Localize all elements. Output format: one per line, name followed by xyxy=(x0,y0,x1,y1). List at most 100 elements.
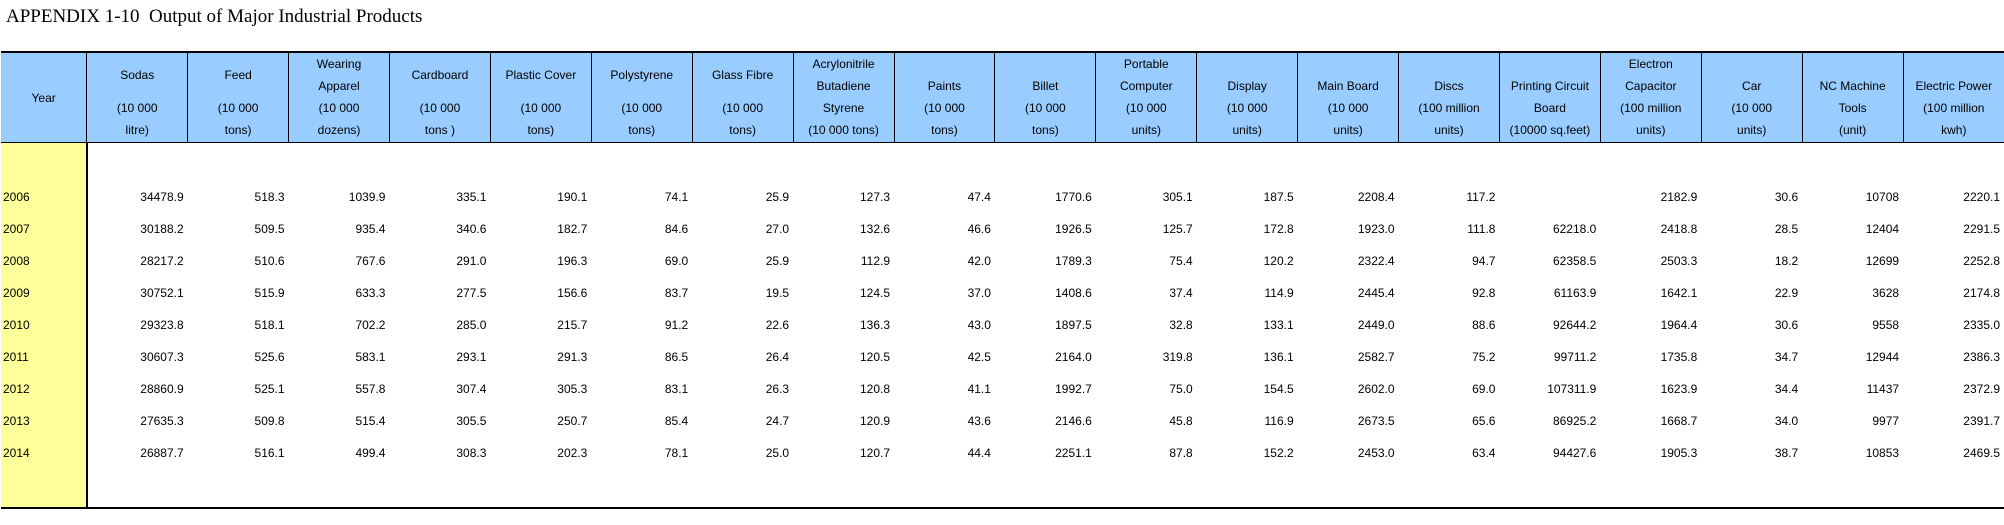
value-cell: 2251.1 xyxy=(1055,446,1092,460)
value-cell: 196.3 xyxy=(557,254,588,268)
empty-cell xyxy=(1499,469,1601,509)
value-cell: 12944 xyxy=(1865,350,1900,364)
column-header: Polystyrene (10 000 tons) xyxy=(590,51,693,143)
table-body: 2006 34478.9 518.3 1039.9 335.1 190.1 74.1 25.9… xyxy=(1,142,2004,509)
value-cell: 29323.8 xyxy=(140,318,184,332)
value-cell: 44.4 xyxy=(967,446,991,460)
column-header: Portable Computer (10 000 units) xyxy=(1095,51,1197,143)
column-header: Sodas (10 000 litre) xyxy=(86,51,188,143)
value-cell: 285.0 xyxy=(456,318,487,332)
value-cell: 75.4 xyxy=(1169,254,1193,268)
value-cell: 38.7 xyxy=(1774,446,1799,460)
value-cell: 2372.9 xyxy=(1963,382,2000,396)
value-cell: 26.3 xyxy=(765,382,790,396)
value-cell: 1923.0 xyxy=(1357,222,1395,236)
value-cell: 63.4 xyxy=(1472,446,1496,460)
value-cell: 293.1 xyxy=(456,350,487,364)
value-cell: 525.1 xyxy=(254,382,285,396)
value-cell: 2503.3 xyxy=(1660,254,1698,268)
value-cell: 22.9 xyxy=(1774,286,1799,300)
value-cell: 84.6 xyxy=(664,222,689,236)
value-cell: 19.5 xyxy=(765,286,790,300)
table-header-row: Year Sodas (10 000 litre) Feed (10 000 tons… xyxy=(1,51,2004,143)
year-cell: 2013 xyxy=(1,405,88,437)
value-cell: 2164.0 xyxy=(1055,350,1092,364)
value-cell: 24.7 xyxy=(765,414,790,428)
empty-cell xyxy=(793,469,895,509)
value-cell: 2453.0 xyxy=(1357,446,1395,460)
value-cell: 41.1 xyxy=(967,382,991,396)
column-header-label: Billet (10 000 tons) xyxy=(1025,79,1066,137)
value-cell: 2220.1 xyxy=(1963,190,2000,204)
value-cell: 47.4 xyxy=(967,190,991,204)
column-header-unit: (10 000 tons) xyxy=(217,101,259,137)
industrial-output-table: Year Sodas (10 000 litre) Feed (10 000 tons… xyxy=(1,51,2004,509)
column-header-name: Polystyrene xyxy=(610,68,674,82)
value-cell: 11437 xyxy=(1866,382,1900,396)
value-cell: 291.3 xyxy=(557,350,588,364)
column-header: Printing Circuit Board (10000 sq.feet) xyxy=(1498,51,1601,143)
value-cell: 43.6 xyxy=(967,414,991,428)
empty-cell xyxy=(894,143,995,182)
empty-cell xyxy=(389,469,491,509)
column-header-unit: (10 000 units) xyxy=(1125,101,1167,137)
value-cell: 2469.5 xyxy=(1963,446,2000,460)
value-cell: 88.6 xyxy=(1472,318,1496,332)
table-row: 2006 34478.9 518.3 1039.9 335.1 190.1 74.1 25.9… xyxy=(1,181,2004,213)
value-cell: 45.8 xyxy=(1169,414,1193,428)
column-header-name: Sodas xyxy=(120,68,155,82)
value-cell: 557.8 xyxy=(355,382,386,396)
column-header: Billet (10 000 tons) xyxy=(994,51,1096,143)
value-cell: 120.7 xyxy=(859,446,891,460)
column-header: Discs (100 million units) xyxy=(1398,51,1500,143)
column-header: Feed (10 000 tons) xyxy=(187,51,289,143)
value-cell: 99711.2 xyxy=(1553,350,1597,364)
value-cell: 114.9 xyxy=(1264,286,1294,300)
value-cell: 61163.9 xyxy=(1553,286,1597,300)
column-header-unit: (10 000 dozens) xyxy=(317,101,361,137)
value-cell: 9977 xyxy=(1872,414,1900,428)
empty-cell xyxy=(591,143,692,182)
value-cell: 120.9 xyxy=(859,414,891,428)
value-cell: 633.3 xyxy=(355,286,386,300)
year-cell: 2009 xyxy=(1,277,88,309)
empty-cell xyxy=(1196,469,1298,509)
column-header: Electron Capacitor (100 million units) xyxy=(1599,51,1702,143)
value-cell: 1623.9 xyxy=(1660,382,1698,396)
value-cell: 34.7 xyxy=(1774,350,1799,364)
year-cell: 2006 xyxy=(1,181,88,213)
value-cell: 510.6 xyxy=(254,254,285,268)
value-cell: 250.7 xyxy=(557,414,588,428)
empty-cell xyxy=(389,143,490,182)
value-cell: 277.5 xyxy=(456,286,487,300)
value-cell: 91.2 xyxy=(664,318,689,332)
value-cell: 291.0 xyxy=(456,254,487,268)
value-cell: 30752.1 xyxy=(140,286,184,300)
column-header: Glass Fibre (10 000 tons) xyxy=(691,51,794,143)
value-cell: 25.0 xyxy=(765,446,790,460)
value-cell: 94.7 xyxy=(1472,254,1496,268)
value-cell: 124.5 xyxy=(859,286,891,300)
spacer-row xyxy=(1,142,2004,182)
empty-cell xyxy=(288,469,390,509)
value-cell: 28860.9 xyxy=(140,382,184,396)
empty-cell xyxy=(692,469,794,509)
value-cell: 120.2 xyxy=(1263,254,1294,268)
value-cell: 1789.3 xyxy=(1055,254,1092,268)
value-cell: 3628 xyxy=(1872,286,1900,300)
value-cell: 190.1 xyxy=(557,190,588,204)
value-cell: 34.0 xyxy=(1774,414,1799,428)
value-cell: 30.6 xyxy=(1774,190,1799,204)
empty-cell xyxy=(1802,143,1903,182)
value-cell: 307.4 xyxy=(456,382,487,396)
empty-cell xyxy=(1701,469,1803,509)
value-cell: 27.0 xyxy=(765,222,790,236)
value-cell: 12699 xyxy=(1865,254,1900,268)
value-cell: 120.8 xyxy=(859,382,891,396)
empty-cell xyxy=(1903,143,2004,182)
column-header-label: Car (10 000 units) xyxy=(1731,79,1773,137)
value-cell: 509.8 xyxy=(254,414,285,428)
column-header: NC Machine Tools (unit) xyxy=(1801,51,1904,143)
value-cell: 518.1 xyxy=(254,318,285,332)
column-header-label: Printing Circuit Board (10000 sq.feet) xyxy=(1509,79,1591,137)
